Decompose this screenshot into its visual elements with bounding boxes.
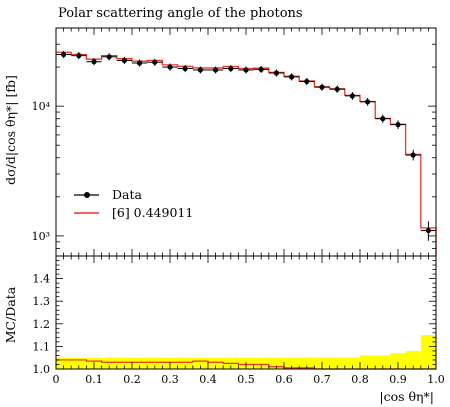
ratio-band-bin	[405, 350, 421, 369]
data-point	[147, 58, 163, 66]
ratio-band-bin	[71, 357, 87, 369]
ratio-y-axis-ticks: 1.0 1.1 1.2 1.3 1.4	[33, 255, 436, 376]
ratio-y-tick-label: 1.4	[33, 273, 51, 286]
data-point	[314, 83, 330, 91]
ratio-panel: 0 0.1 0.2 0.3 0.4 0.5 0.6 0.7 0.8 0.9 1.0 1.0 1.1 1.2…	[33, 28, 445, 386]
y-axis-label: dσ/d|cos θη*| [fb]	[3, 75, 18, 185]
legend-entry-mc: [6] 0.449011	[112, 205, 193, 220]
ratio-band-bin	[390, 353, 406, 369]
data-point	[420, 221, 436, 241]
ratio-band-bin	[208, 357, 224, 369]
data-point	[162, 63, 178, 71]
data-point	[329, 85, 345, 93]
x-tick-label: 0.5	[237, 373, 255, 386]
data-point	[132, 59, 148, 67]
x-tick-label: 0	[53, 373, 60, 386]
ratio-band-bin	[268, 357, 284, 369]
x-tick-label: 0.9	[389, 373, 407, 386]
data-point	[56, 50, 72, 59]
data-point	[86, 58, 102, 66]
mc-histogram-line	[56, 51, 437, 256]
y-tick-label: 10³	[32, 230, 50, 243]
ratio-y-tick-label: 1.3	[33, 295, 51, 308]
ratio-band-bin	[284, 357, 300, 369]
data-point	[177, 64, 193, 73]
ratio-band-bin	[253, 357, 269, 369]
main-frame	[55, 27, 437, 257]
data-point	[116, 56, 132, 64]
legend: Data [6] 0.449011	[74, 187, 193, 220]
x-tick-label: 0.1	[85, 373, 103, 386]
data-point	[390, 120, 406, 130]
data-point	[268, 69, 284, 77]
x-axis-ticks: 0 0.1 0.2 0.3 0.4 0.5 0.6 0.7 0.8 0.9 1.0	[53, 28, 445, 386]
data-point	[299, 77, 315, 86]
ratio-band-bin	[132, 357, 148, 369]
ratio-y-tick-label: 1.2	[33, 318, 51, 331]
x-axis-label: |cos θη*|	[379, 389, 434, 404]
x-tick-label: 0.6	[275, 373, 293, 386]
data-points	[56, 50, 436, 241]
ratio-y-axis-label: MC/Data	[3, 286, 18, 343]
ratio-band-bin	[177, 357, 193, 369]
data-point	[71, 52, 87, 60]
data-point	[101, 53, 117, 61]
ratio-band-bin	[116, 357, 132, 369]
ratio-band-bin	[192, 357, 208, 369]
ratio-band-bin	[299, 357, 315, 369]
ratio-frame	[55, 255, 437, 370]
x-tick-label: 0.3	[161, 373, 179, 386]
x-tick-label: 0.2	[123, 373, 141, 386]
data-point	[405, 149, 421, 161]
data-point	[223, 64, 239, 73]
ratio-band-bin	[375, 355, 391, 369]
data-point	[208, 66, 224, 74]
ratio-y-tick-label: 1.0	[33, 363, 51, 376]
legend-entry-data: Data	[112, 187, 142, 202]
data-point	[238, 66, 254, 74]
ratio-band-bin	[420, 335, 436, 369]
chart-title: Polar scattering angle of the photons	[58, 6, 303, 21]
ratio-band-bin	[344, 357, 360, 369]
legend-data-marker	[84, 192, 90, 198]
data-point	[360, 97, 376, 106]
y-tick-label: 10⁴	[32, 100, 51, 113]
main-panel: 10⁴ 10³	[32, 27, 437, 257]
x-tick-label: 0.4	[199, 373, 217, 386]
data-point	[375, 114, 391, 123]
ratio-band-bin	[360, 355, 376, 369]
ratio-y-tick-label: 1.1	[33, 340, 51, 353]
x-tick-label: 1.0	[427, 373, 445, 386]
ratio-band-bin	[329, 357, 345, 369]
y-axis-ticks: 10⁴ 10³	[32, 27, 436, 257]
ratio-band-bin	[56, 357, 72, 369]
data-point	[253, 65, 269, 73]
x-tick-label: 0.8	[351, 373, 369, 386]
data-point	[192, 66, 208, 74]
data-point	[344, 92, 360, 100]
x-tick-label: 0.7	[313, 373, 331, 386]
ratio-band-bin	[101, 357, 117, 369]
ratio-band-bin	[147, 357, 163, 369]
data-point	[284, 73, 300, 81]
